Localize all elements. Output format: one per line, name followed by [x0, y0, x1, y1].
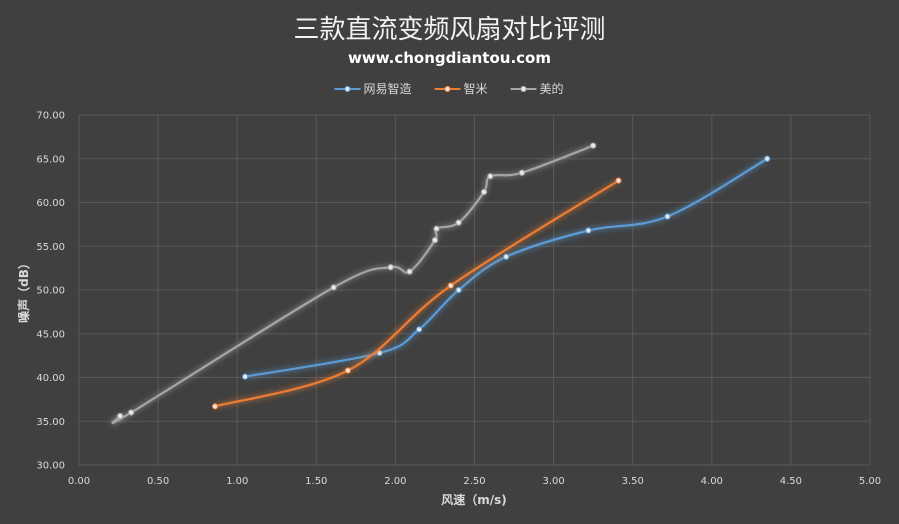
data-point — [433, 225, 440, 232]
y-axis-ticks: 30.00 35.00 40.00 45.00 50.00 55.00 60.00 65.00… — [36, 111, 65, 472]
data-point — [431, 237, 439, 244]
y-tick-label: 45.00 — [36, 329, 65, 340]
gridlines — [78, 114, 871, 466]
data-point — [664, 213, 671, 220]
data-point — [330, 284, 337, 291]
y-tick-label: 55.00 — [36, 242, 65, 253]
y-tick-label: 35.00 — [36, 417, 65, 428]
data-point — [455, 219, 462, 226]
data-point — [585, 227, 592, 234]
series-line — [111, 144, 594, 424]
y-axis-title: 噪声（dB） — [16, 257, 31, 323]
data-point — [406, 268, 413, 275]
y-tick-label: 30.00 — [36, 461, 65, 472]
series-1 — [242, 155, 771, 380]
chart-subtitle: www.chongdiantou.com — [348, 49, 551, 67]
data-point — [447, 282, 454, 289]
series-2 — [211, 177, 622, 410]
x-tick-label: 3.50 — [622, 476, 644, 487]
x-tick-label: 0.50 — [147, 476, 169, 487]
legend-marker — [444, 85, 451, 93]
x-tick-label: 1.00 — [226, 476, 248, 487]
data-point — [764, 155, 771, 162]
legend-item: 智米 — [434, 81, 488, 96]
data-point — [416, 326, 423, 333]
x-axis-ticks: 0.00 0.50 1.00 1.50 2.00 2.50 3.00 3.50 4.00 4.50… — [68, 476, 881, 487]
data-point — [117, 412, 124, 420]
legend-label: 智米 — [464, 81, 488, 96]
data-point — [487, 173, 494, 180]
data-point — [518, 169, 526, 176]
data-point — [480, 188, 488, 196]
plot-area — [111, 142, 771, 424]
x-tick-label: 4.50 — [780, 476, 802, 487]
y-tick-label: 60.00 — [36, 198, 65, 209]
series-line — [214, 179, 620, 408]
series-3 — [111, 142, 597, 424]
y-tick-label: 50.00 — [36, 286, 65, 297]
x-axis-title: 风速（m/s) — [441, 492, 507, 507]
x-tick-label: 2.00 — [384, 476, 406, 487]
x-tick-label: 2.50 — [463, 476, 485, 487]
legend-marker — [520, 85, 527, 93]
x-tick-label: 3.00 — [542, 476, 564, 487]
data-point — [615, 177, 622, 184]
x-tick-label: 4.00 — [701, 476, 723, 487]
data-point — [344, 367, 352, 374]
legend-item: 网易智造 — [334, 81, 412, 96]
legend-marker — [344, 85, 351, 93]
data-point — [211, 403, 219, 410]
data-point — [503, 253, 510, 260]
data-point — [455, 286, 462, 294]
x-tick-label: 0.00 — [68, 476, 90, 487]
legend-item: 美的 — [510, 81, 564, 96]
y-tick-label: 70.00 — [36, 111, 65, 122]
x-tick-label: 1.50 — [305, 476, 327, 487]
legend-label: 美的 — [540, 81, 564, 96]
data-point — [376, 349, 383, 357]
x-tick-label: 5.00 — [859, 476, 881, 487]
y-tick-label: 65.00 — [36, 154, 65, 165]
data-point — [128, 409, 135, 416]
series-line — [244, 157, 768, 378]
data-point — [242, 373, 249, 380]
legend: 网易智造 智米 美的 — [334, 81, 564, 96]
chart-title: 三款直流变频风扇对比评测 — [293, 15, 605, 45]
data-point — [590, 142, 597, 149]
y-tick-label: 40.00 — [36, 373, 65, 384]
data-point — [387, 264, 394, 271]
legend-label: 网易智造 — [364, 81, 412, 96]
